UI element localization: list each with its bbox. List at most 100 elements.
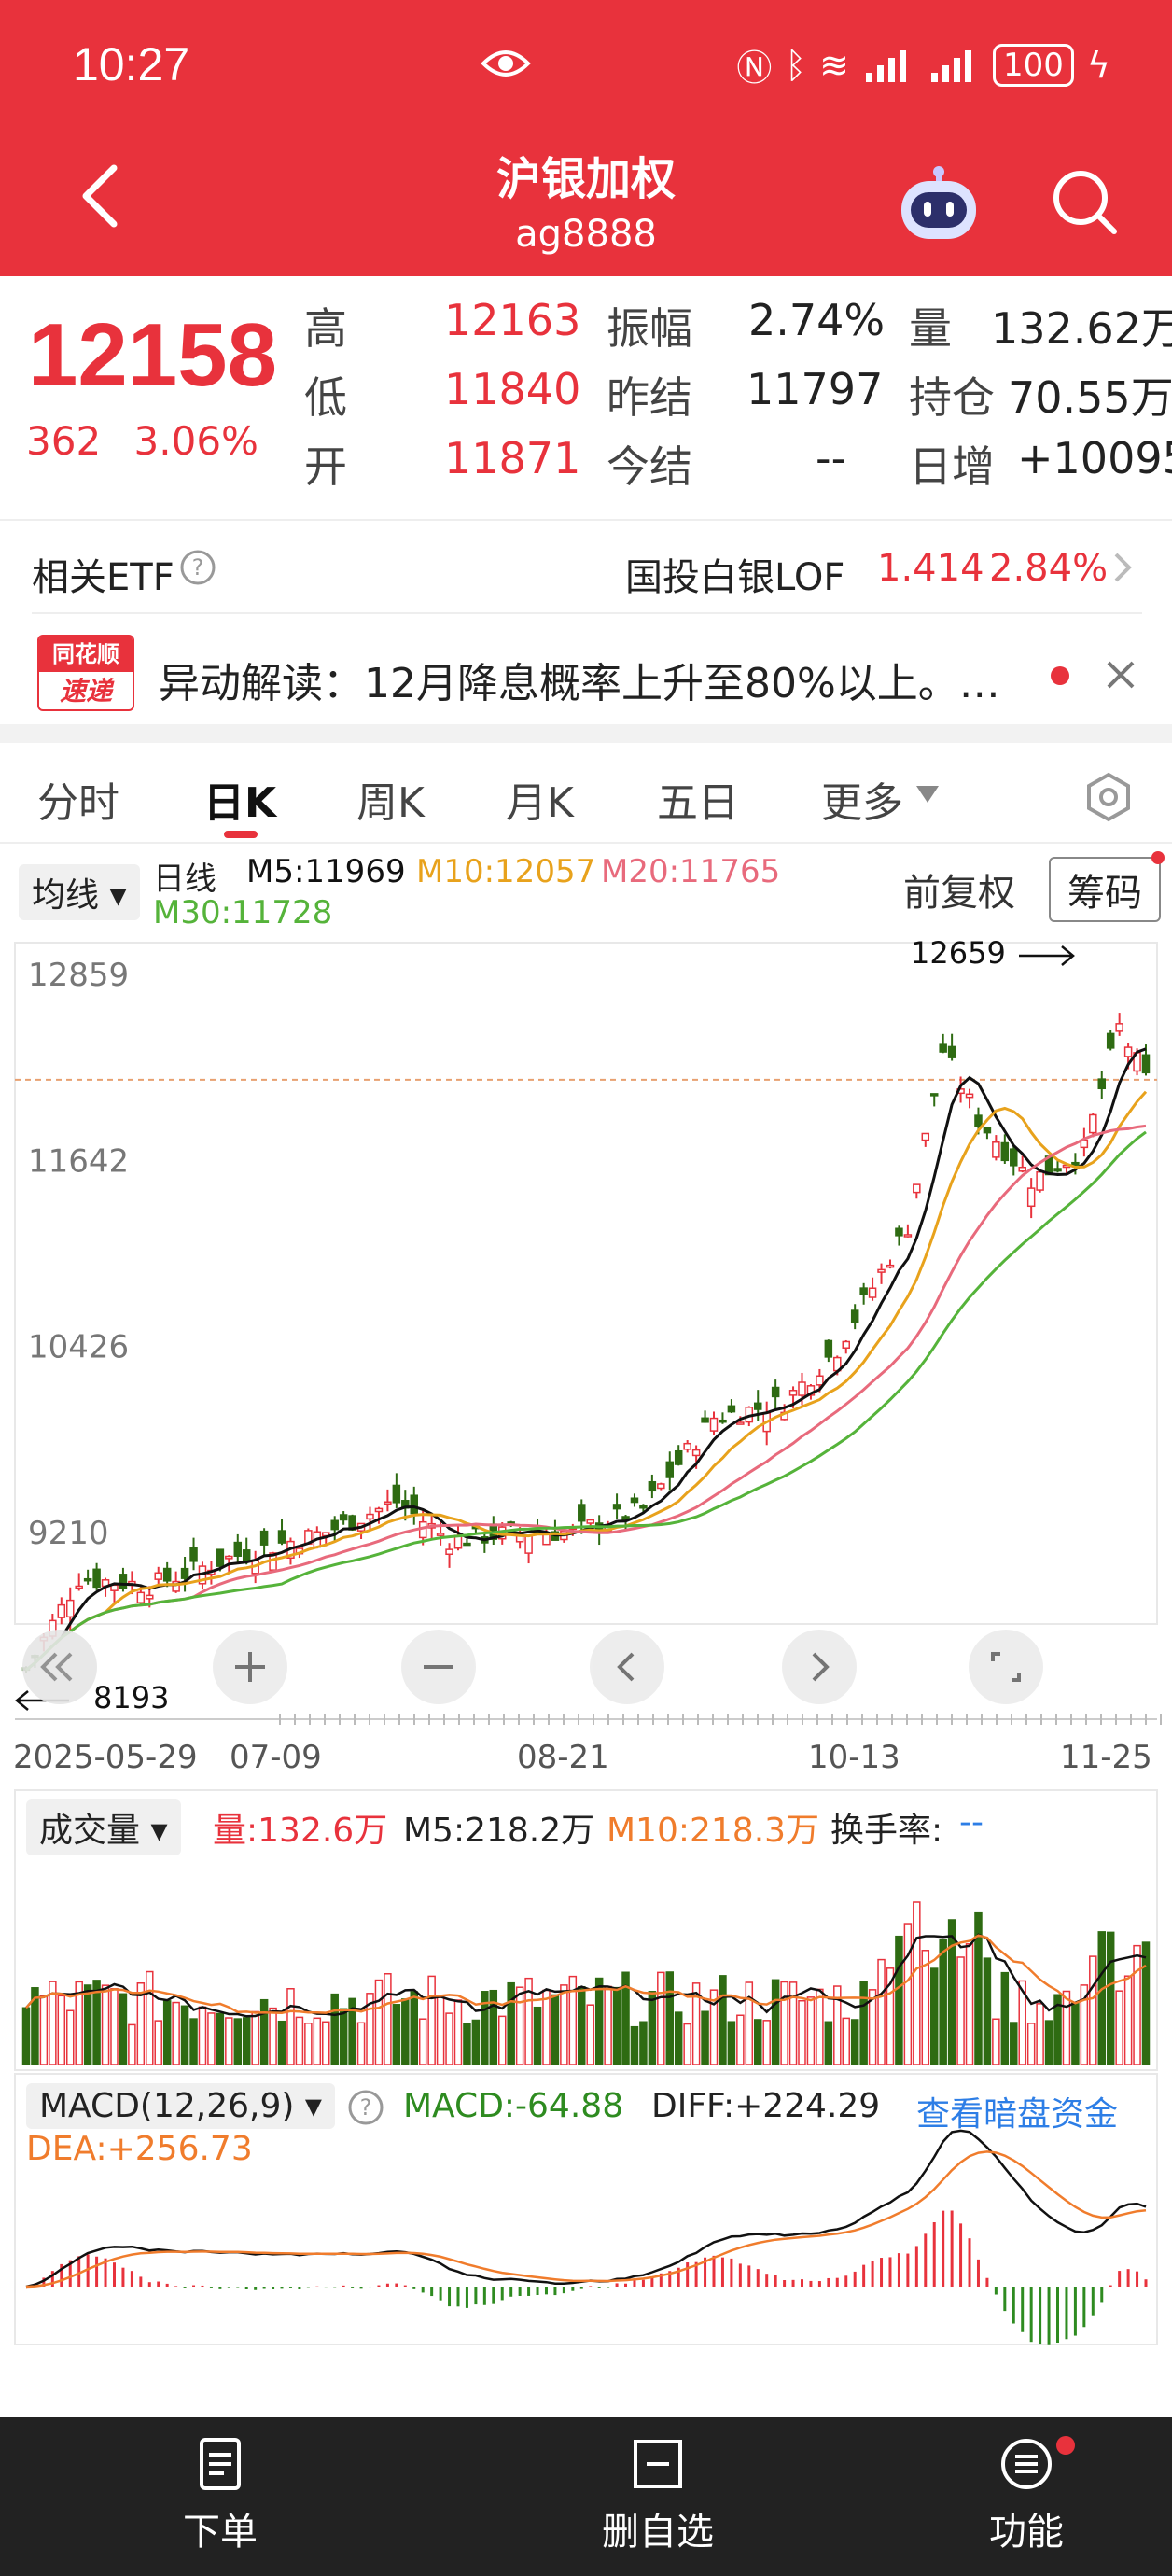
volume-bar [886,1967,895,2065]
close-icon[interactable] [1105,659,1137,691]
volume-bar [101,1984,110,2065]
volume-bar [356,2022,366,2065]
volume-bar [719,1975,727,2065]
volume-bar [92,1980,101,2065]
y-tick-label: 11642 [28,1142,129,1180]
max-price-arrow [1019,945,1075,966]
back-icon[interactable] [65,159,140,233]
volume-bar [939,1939,947,2065]
rewind-button[interactable] [22,1630,97,1704]
kline-chart[interactable]: 12859 11642 10426 9210 12659 8193 2025-05-29 07… [0,842,1172,2373]
tab-daily-k[interactable]: 日K [203,779,277,827]
dea-line [25,2150,1147,2289]
function-label: 功能 [989,2511,1064,2554]
volume-bar [330,1993,339,2065]
scroll-left-button[interactable] [590,1630,664,1704]
remove-watchlist-button[interactable]: 删自选 [597,2436,719,2555]
candle-body [410,1494,418,1515]
volume-bar [463,2023,471,2065]
news-badge-logo: 同花顺 速递 [37,635,134,711]
volume-bar [31,1987,39,2065]
dark-pool-link[interactable]: 查看暗盘资金 [916,2095,1119,2134]
macd-selector[interactable]: MACD(12,26,9) ▾ [26,2083,335,2129]
adjust-mode[interactable]: 前复权 [903,872,1015,915]
tab-more[interactable]: 更多 [821,779,903,827]
volume-bar [929,1967,939,2065]
wifi-icon: ≋ [819,44,850,86]
period-tabs: 分时 日K 周K 月K 五日 更多 [0,743,1172,842]
nav-bar: 沪银加权 ag8888 [0,131,1172,276]
prev-settle-value: 11797 [746,364,884,414]
ma5-label: M5:11969 [246,853,406,890]
volume-bar [762,2020,771,2065]
candle-body [366,1513,374,1520]
volume-bar [489,1989,498,2065]
candle-body [392,1484,401,1504]
candle-body [524,1534,533,1554]
tab-weekly-k[interactable]: 周K [356,779,425,827]
tab-intraday[interactable]: 分时 [37,779,119,827]
status-bar: 10:27 Ⓝ ᛒ ≋ 100 ϟ [0,0,1172,131]
volume-bar [1062,1990,1071,2065]
volume-bar [965,1943,974,2065]
settings-icon[interactable] [1082,771,1135,823]
divider [0,519,1172,521]
order-label: 下单 [183,2511,258,2554]
chevron-left-icon [617,1652,635,1682]
etf-price: 1.414 [877,547,984,590]
volume-bar [683,2023,691,2065]
function-button[interactable]: 功能 [980,2436,1075,2555]
help-icon[interactable]: ? [347,2089,384,2126]
fullscreen-button[interactable] [969,1630,1043,1704]
volume-bar [410,1991,418,2065]
candle-body [639,1505,648,1509]
volume-current: 量:132.6万 [213,1812,388,1850]
related-etf-row[interactable]: 相关ETF ? 国投白银LOF 1.414 2.84% [0,523,1172,609]
volume-selector[interactable]: 成交量 ▾ [26,1799,181,1855]
candle-body [259,1530,269,1546]
volume-bar [921,1950,930,2065]
order-button[interactable]: 下单 [174,2436,267,2555]
candle-body [154,1572,162,1580]
candle-body [674,1449,683,1465]
volume-bar [286,1988,295,2065]
high-value: 12163 [444,295,581,345]
volume-bar [850,2019,859,2065]
ma20-label: M20:11765 [601,853,781,890]
page-title: 沪银加权 [495,153,676,205]
tab-monthly-k[interactable]: 月K [506,779,574,827]
volume-bar [445,2012,453,2065]
volume-bar [216,2012,225,2065]
turnover-label: 换手率: [830,1812,943,1850]
robot-assistant-icon[interactable] [896,162,982,245]
volume-bar [568,1975,578,2065]
volume-bar [313,2017,322,2065]
volume-bar [639,2021,648,2065]
help-icon[interactable]: ? [179,549,216,586]
scroll-right-button[interactable] [782,1630,857,1704]
tab-five-day[interactable]: 五日 [657,779,739,827]
volume-bar [1097,1931,1107,2065]
volume-bar [709,1989,719,2065]
news-flash-row[interactable]: 同花顺 速递 异动解读：12月降息概率上升至80%以上。… [0,612,1172,724]
last-price: 12158 [28,305,277,405]
ma10-line [25,1090,1148,1672]
candle-body [771,1386,780,1398]
candle-body [436,1533,445,1536]
search-icon[interactable] [1047,164,1122,239]
ma-selector[interactable]: 均线 ▾ [19,864,140,920]
volume-bar [586,2004,594,2065]
minus-icon [424,1665,453,1669]
zoom-in-button[interactable] [213,1630,287,1704]
ma5-line [25,1047,1147,1672]
max-price-label: 12659 [911,935,1006,971]
volume-bar [339,2008,348,2065]
volume-bar [1018,1980,1026,2065]
candle-body [83,1577,92,1582]
zoom-out-button[interactable] [401,1630,476,1704]
chips-button[interactable]: 筹码 [1049,857,1161,922]
volume-ma10-line [25,1934,1147,2014]
candle-body [903,1234,913,1238]
volume-bar [119,1993,128,2065]
volume-bar [348,1997,356,2065]
